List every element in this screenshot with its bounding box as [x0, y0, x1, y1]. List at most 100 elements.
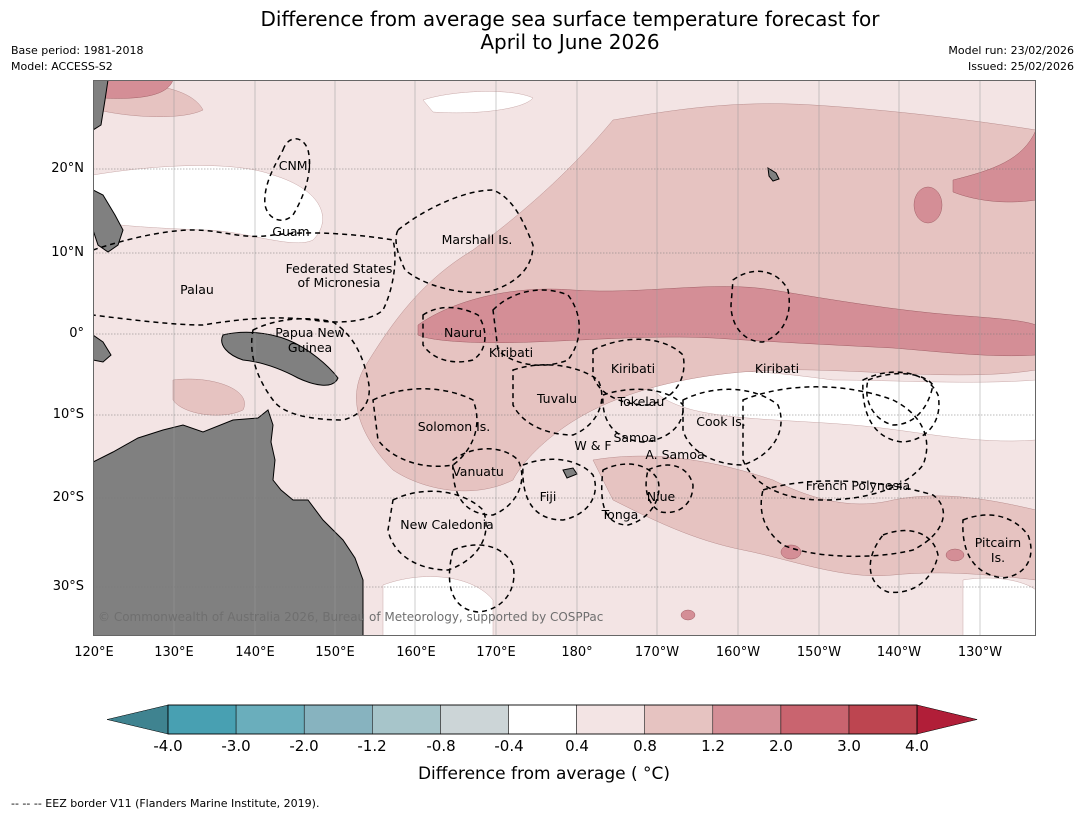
colorbar-label-neg4.0: -4.0 — [153, 737, 183, 755]
colorbar-segment-2 — [235, 704, 305, 735]
lat-tick-equator: 0° — [69, 326, 84, 341]
anomaly-1.2-2.0-areas — [102, 80, 1036, 621]
sst-anomaly-map: CNMI Guam Marshall Is. Federated States … — [93, 80, 1036, 636]
eez-fiji — [522, 458, 597, 521]
colorbar-title: Difference from average ( °C) — [417, 764, 671, 784]
colorbar-label-4.0: 4.0 — [905, 737, 929, 755]
colorbar-label-2.0: 2.0 — [769, 737, 793, 755]
colorbar-segment-10 — [780, 704, 850, 735]
anomaly-band-south-pacific — [592, 455, 1036, 581]
colorbar-label-0.4: 0.4 — [565, 737, 589, 755]
eez-new-caledonia — [387, 490, 487, 571]
label-tuvalu: Tuvalu — [536, 391, 577, 406]
eez-tokelau-samoa — [602, 388, 684, 443]
eez-pitcairn — [962, 514, 1032, 579]
label-fiji: Fiji — [540, 489, 557, 504]
graticule-parallels — [93, 168, 1036, 588]
colorbar-label-neg1.2: -1.2 — [357, 737, 387, 755]
eez-tonga — [601, 463, 660, 526]
lat-tick-10s: 10°S — [52, 407, 84, 422]
colorbar-segment-7 — [576, 704, 645, 735]
eez-kiribati-line — [730, 270, 790, 343]
neutral-area-east-tropics — [651, 370, 1036, 442]
eez-borders — [93, 138, 1032, 613]
model-name: Model: ACCESS-S2 — [11, 60, 113, 73]
anomaly-area-east-north-pacific — [913, 186, 943, 224]
colorbar-label-1.2: 1.2 — [701, 737, 725, 755]
colorbar-outline — [167, 704, 918, 735]
hawaii-island — [767, 167, 780, 182]
label-samoa: Samoa — [613, 430, 656, 445]
eez-kiribati-gilbert — [492, 289, 580, 366]
eez-footnote: -- -- -- EEZ border V11 (Flanders Marine… — [11, 797, 320, 810]
lon-tick-160w: 160°W — [715, 645, 761, 660]
eez-nauru — [422, 306, 486, 363]
label-kiribati-central: Kiribati — [611, 361, 655, 376]
neutral-area-north — [422, 91, 534, 114]
anomaly-area-north-west-corner-strong — [102, 80, 174, 99]
eez-marquesas — [862, 371, 940, 443]
graticule-meridians — [173, 80, 981, 636]
label-palau: Palau — [180, 282, 214, 297]
label-solomon: Solomon Is. — [418, 419, 491, 434]
label-marshall: Marshall Is. — [442, 232, 513, 247]
copyright-notice: © Commonwealth of Australia 2026, Bureau… — [98, 610, 603, 624]
label-fsm-1: Federated States — [286, 261, 393, 276]
colorbar-segment-5 — [440, 704, 509, 735]
lon-tick-140w: 140°W — [876, 645, 922, 660]
neutral-area-south-east — [962, 577, 1036, 636]
colorbar-label-3.0: 3.0 — [837, 737, 861, 755]
base-period: Base period: 1981-2018 — [11, 44, 144, 57]
label-kiribati-west: Kiribati — [489, 345, 533, 360]
label-new-caledonia: New Caledonia — [400, 517, 493, 532]
colorbar-segments — [106, 704, 978, 735]
label-wallis-futuna: W & F — [574, 438, 611, 453]
label-tonga: Tonga — [601, 507, 639, 522]
lon-tick-130e: 130°E — [154, 645, 194, 660]
label-niue: Niue — [647, 489, 676, 504]
chart-title: Difference from average sea surface temp… — [0, 8, 1085, 54]
colorbar-segment-11 — [848, 704, 918, 735]
meta-left: Base period: 1981-2018 Model: ACCESS-S2 — [11, 43, 143, 75]
label-nauru: Nauru — [444, 325, 482, 340]
lon-tick-120e: 120°E — [74, 645, 114, 660]
eez-french-polynesia-north — [742, 386, 928, 501]
neutral-area-north-west — [93, 165, 323, 244]
colorbar-label-neg0.4: -0.4 — [494, 737, 524, 755]
colorbar-segment-3 — [303, 704, 373, 735]
colorbar-segment-6 — [508, 704, 577, 735]
label-pitcairn-2: Is. — [991, 550, 1005, 565]
australia-landmass — [93, 409, 364, 636]
colorbar — [106, 704, 978, 735]
eez-cook-north — [682, 388, 782, 466]
lon-tick-180: 180° — [561, 645, 593, 660]
eez-tuvalu — [512, 364, 603, 436]
eez-solomon — [372, 388, 478, 467]
anomaly-spot-south-1 — [780, 544, 802, 560]
anomaly-band-equatorial — [417, 286, 1036, 357]
eez-vanuatu — [452, 448, 523, 516]
colorbar-label-neg3.0: -3.0 — [221, 737, 251, 755]
lat-tick-20s: 20°S — [52, 490, 84, 505]
label-png-1: Papua New — [275, 325, 344, 340]
label-cook: Cook Is. — [696, 414, 745, 429]
lat-tick-30s: 30°S — [52, 579, 84, 594]
colorbar-segment-4 — [372, 704, 441, 735]
anomaly-area-north-east — [952, 129, 1036, 203]
colorbar-label-0.8: 0.8 — [633, 737, 657, 755]
asia-coast-landmass — [93, 80, 109, 131]
colorbar-segment-1 — [167, 704, 237, 735]
new-guinea-landmass — [221, 331, 339, 386]
anomaly-spot-south-3 — [680, 609, 696, 621]
eez-niue — [645, 464, 694, 514]
lon-tick-140e: 140°E — [235, 645, 275, 660]
lon-tick-170e: 170°E — [476, 645, 516, 660]
colorbar-arrow-low — [106, 704, 169, 735]
eez-cnmi-guam — [264, 138, 311, 221]
eez-kiribati-phoenix — [592, 338, 685, 406]
label-vanuatu: Vanuatu — [452, 464, 504, 479]
eez-tuamotu — [866, 372, 934, 426]
eez-png — [251, 318, 370, 421]
eez-marshall — [395, 189, 534, 294]
map-frame — [93, 80, 1036, 636]
